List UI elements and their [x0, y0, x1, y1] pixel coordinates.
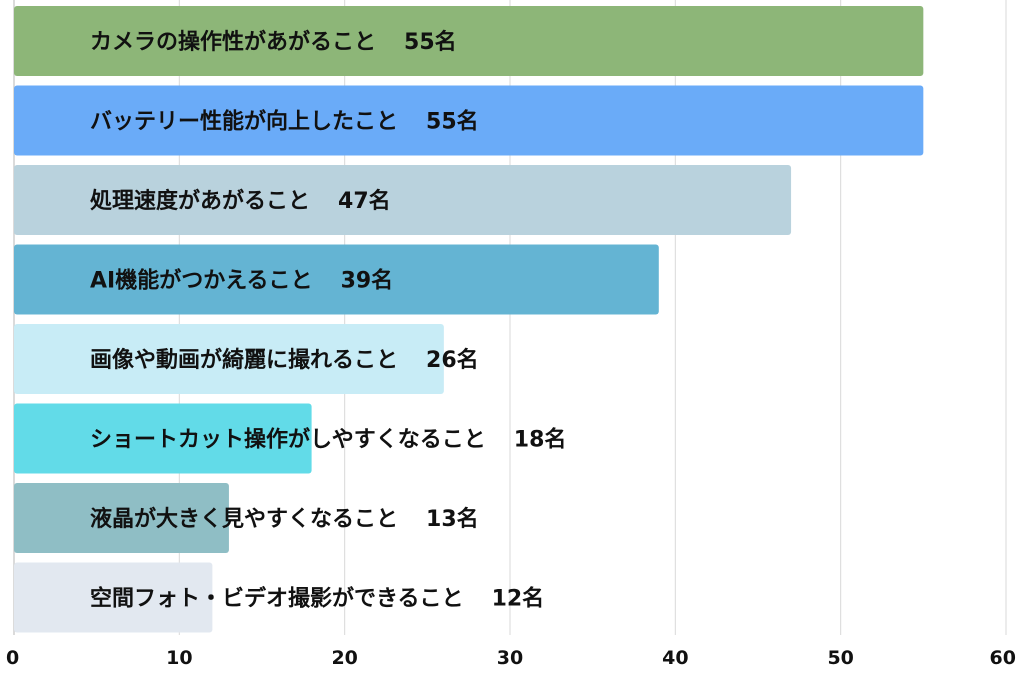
- bar-label-8: 空間フォト・ビデオ撮影ができること 12名: [90, 586, 544, 612]
- x-tick-label-10: 10: [166, 647, 192, 669]
- bar-label-6: ショートカット操作がしやすくなること 18名: [90, 427, 566, 453]
- bar-4: [14, 244, 659, 315]
- data-label: 13名: [426, 506, 479, 532]
- category-label: 液晶が大きく見やすくなること: [90, 506, 398, 532]
- category-label: カメラの操作性があがること: [90, 29, 376, 55]
- x-tick-label-60: 60: [990, 647, 1016, 669]
- data-label: 12名: [492, 586, 545, 612]
- bar-8: [14, 562, 213, 633]
- bar-label-1: カメラの操作性があがること 55名: [90, 29, 457, 55]
- bar-6: [14, 403, 312, 474]
- data-label: 47名: [338, 188, 391, 214]
- bar-label-7: 液晶が大きく見やすくなること 13名: [90, 506, 479, 532]
- data-label: 26名: [426, 347, 479, 373]
- data-label: 55名: [404, 29, 457, 55]
- x-tick-label-20: 20: [331, 647, 357, 669]
- category-label: バッテリー性能が向上したこと: [90, 109, 398, 135]
- category-label: 空間フォト・ビデオ撮影ができること: [90, 586, 464, 612]
- bar-label-5: 画像や動画が綺麗に撮れること 26名: [90, 347, 479, 373]
- bars: [14, 6, 924, 633]
- bar-1: [14, 6, 924, 76]
- bar-label-2: バッテリー性能が向上したこと 55名: [90, 109, 479, 135]
- bar-5: [14, 324, 444, 394]
- bar-3: [14, 165, 792, 235]
- x-tick-label-30: 30: [497, 647, 523, 669]
- bar-7: [14, 483, 229, 553]
- category-label: 画像や動画が綺麗に撮れること: [90, 347, 398, 373]
- bar-2: [14, 85, 924, 156]
- x-tick-label-40: 40: [662, 647, 688, 669]
- category-label: ショートカット操作がしやすくなること: [90, 427, 486, 453]
- x-tick-label-0: 0: [6, 647, 19, 669]
- bar-label-4: AI機能がつかえること 39名: [90, 268, 393, 294]
- data-label: 39名: [341, 268, 394, 294]
- data-label: 55名: [426, 109, 479, 135]
- bar-label-3: 処理速度があがること 47名: [90, 188, 391, 214]
- x-axis-ticks: 0 10 20 30 40 50 60: [6, 647, 1016, 669]
- category-label: AI機能がつかえること: [90, 268, 313, 294]
- category-label: 処理速度があがること: [90, 188, 310, 214]
- data-label: 18名: [514, 427, 567, 453]
- x-tick-label-50: 50: [827, 647, 853, 669]
